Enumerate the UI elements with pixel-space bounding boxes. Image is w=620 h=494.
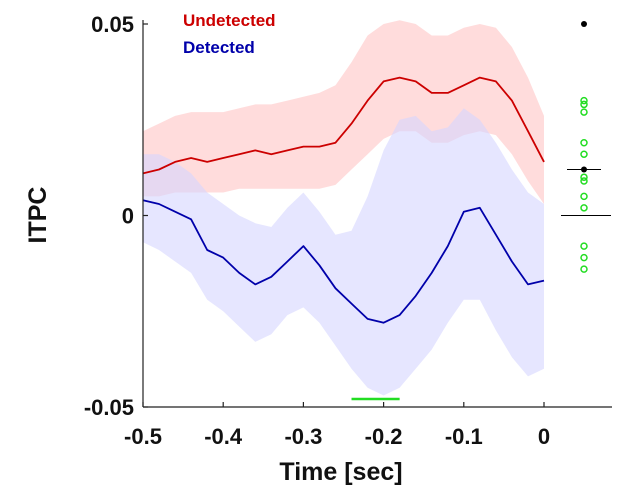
tick-labels: -0.5 -0.4 -0.3 -0.2 -0.1 0 -0.05 0 0.05 [84, 12, 550, 449]
x-tick-label: -0.5 [124, 424, 162, 449]
line-detected [142, 199, 545, 324]
side-point-green [580, 204, 588, 212]
side-point-green [580, 253, 588, 262]
x-tick-label: 0 [538, 424, 550, 449]
legend-detected: Detected [183, 38, 255, 57]
line-undetected [142, 76, 545, 175]
y-tick-label: 0.05 [91, 12, 134, 37]
side-point-green [580, 150, 588, 158]
side-point-green [580, 265, 588, 273]
confidence-bands [143, 20, 544, 396]
y-axis-title: ITPC [24, 187, 52, 244]
side-point-black [581, 166, 587, 173]
side-point-green [580, 177, 588, 185]
legend-undetected: Undetected [183, 11, 276, 30]
side-point-green [580, 100, 588, 109]
axes [142, 20, 612, 408]
x-tick-label: -0.1 [445, 424, 483, 449]
series-lines [142, 76, 545, 324]
x-axis-title: Time [sec] [279, 458, 402, 486]
band-detected [143, 108, 544, 396]
side-point-green [580, 192, 588, 201]
side-scatter [561, 21, 611, 273]
band-undetected [143, 20, 544, 205]
side-point-black [581, 21, 587, 27]
side-point-green [580, 96, 588, 105]
side-point-green [580, 138, 588, 147]
side-point-green [580, 242, 588, 250]
side-point-green [580, 173, 588, 181]
x-tick-label: -0.4 [204, 424, 243, 449]
x-tick-label: -0.3 [284, 424, 322, 449]
side-point-green [580, 108, 588, 116]
x-tick-label: -0.2 [365, 424, 403, 449]
y-tick-label: 0 [122, 204, 134, 229]
y-tick-label: -0.05 [84, 395, 134, 420]
